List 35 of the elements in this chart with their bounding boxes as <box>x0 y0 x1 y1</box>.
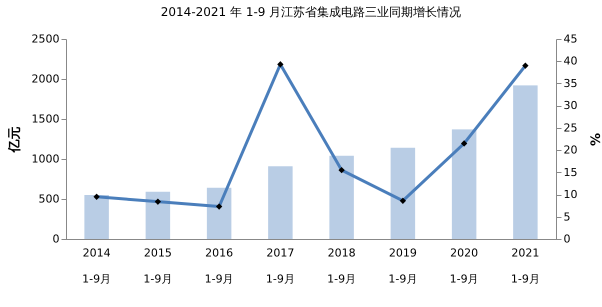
y-tick-label: 1000 <box>32 152 60 166</box>
bar <box>452 129 476 239</box>
y2-tick-label: 40 <box>564 54 578 68</box>
y-tick-label: 0 <box>52 232 60 246</box>
y2-tick-label: 35 <box>564 76 578 90</box>
x-tick-label: 2020 1-9月 <box>450 246 479 286</box>
bar <box>84 195 109 239</box>
x-tick-label: 2014 1-9月 <box>82 246 112 286</box>
x-tick-label: 2017 1-9月 <box>266 246 295 286</box>
y2-tick-label: 45 <box>564 32 578 46</box>
x-tick-label: 2018 1-9月 <box>327 246 356 286</box>
bar <box>206 188 232 239</box>
y-tick-label: 1500 <box>32 112 60 126</box>
bar <box>513 85 538 239</box>
x-tick-label: 2016 1-9月 <box>204 246 234 286</box>
y-axis-title: 亿元 <box>8 126 23 154</box>
x-tick-label: 2019 1-9月 <box>388 246 418 286</box>
y-tick-label: 2000 <box>32 72 60 86</box>
y2-tick-label: 25 <box>564 121 578 134</box>
bar <box>329 156 354 239</box>
y-tick-label: 2500 <box>32 32 60 46</box>
bar <box>268 166 293 239</box>
x-tick-label: 2015 1-9月 <box>143 246 172 286</box>
y2-tick-label: 5 <box>564 210 570 224</box>
x-tick-label: 2021 1-9月 <box>510 246 540 286</box>
bar <box>146 192 170 239</box>
y2-tick-label: 0 <box>564 232 570 246</box>
bar <box>390 148 416 239</box>
y2-tick-label: 20 <box>564 144 578 157</box>
y2-tick-label: 10 <box>564 188 578 202</box>
y2-tick-label: 15 <box>564 166 578 179</box>
chart-title: 2014-2021 年 1-9 月江苏省集成电路三业同期增长情况 <box>160 5 462 19</box>
y2-axis-title: % <box>586 132 602 146</box>
y-tick-label: 500 <box>38 192 60 206</box>
y2-tick-label: 30 <box>564 99 578 112</box>
